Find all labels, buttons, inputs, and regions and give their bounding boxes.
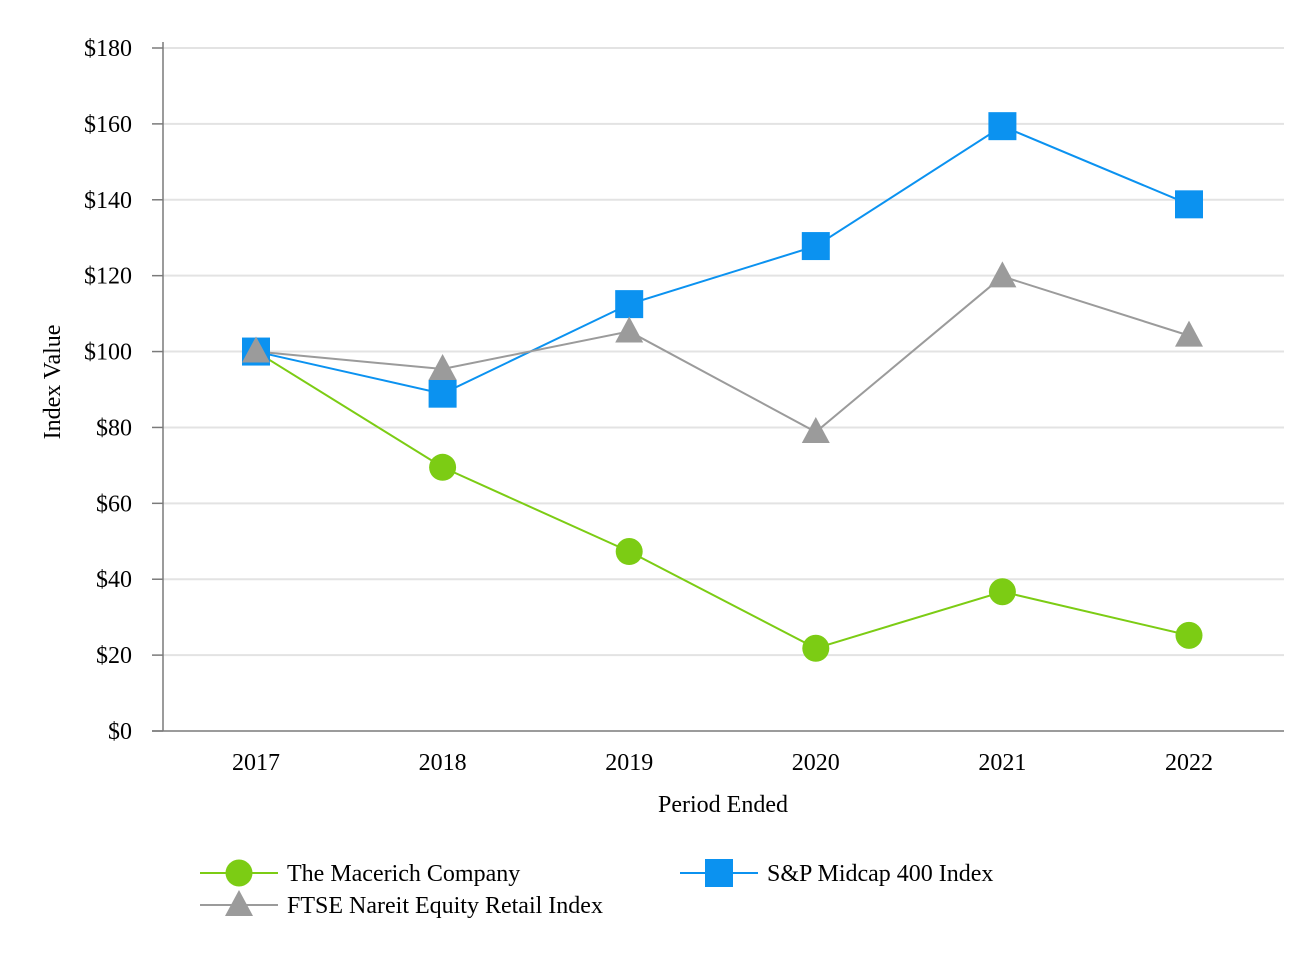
- y-tick-label: $140: [84, 188, 132, 214]
- legend-label: S&P Midcap 400 Index: [767, 861, 993, 887]
- legend-marker-triangle: [225, 890, 253, 916]
- data-point-square: [428, 379, 457, 408]
- series-lines: [255, 125, 1190, 650]
- gridlines: [163, 47, 1284, 657]
- y-tick-label: $160: [84, 112, 132, 138]
- data-point-circle: [988, 578, 1016, 606]
- y-tick-label: $180: [84, 36, 132, 62]
- series-markers: [242, 112, 1203, 662]
- data-point-triangle: [801, 416, 830, 443]
- x-tick-label: 2021: [978, 750, 1026, 776]
- data-point-circle: [615, 538, 643, 566]
- y-tick-label: $80: [96, 415, 132, 441]
- legend-marker-circle: [225, 859, 253, 887]
- data-point-circle: [429, 453, 457, 481]
- data-point-triangle: [428, 354, 457, 381]
- x-tick-label: 2020: [792, 750, 840, 776]
- y-tick-label: $120: [84, 264, 132, 290]
- legend: The Macerich Company S&P Midcap 400 Index…: [200, 859, 993, 919]
- data-point-square: [615, 290, 644, 319]
- series-line-triangle: [255, 275, 1190, 434]
- data-point-triangle: [988, 261, 1017, 288]
- data-point-square: [988, 112, 1017, 141]
- legend-label: FTSE Nareit Equity Retail Index: [287, 893, 603, 919]
- data-point-square: [801, 232, 830, 261]
- x-tick-labels: 2017 2018 2019 2020 2021 2022: [232, 750, 1213, 776]
- data-point-circle: [802, 634, 830, 662]
- legend-label: The Macerich Company: [287, 861, 520, 887]
- y-tick-label: $40: [96, 567, 132, 593]
- x-axis-title: Period Ended: [658, 792, 788, 818]
- y-tick-labels: $0 $20 $40 $60 $80 $100 $120 $140 $160 $180: [84, 36, 132, 745]
- y-axis-title: Index Value: [40, 325, 66, 440]
- x-tick-label: 2017: [232, 750, 280, 776]
- legend-item: S&P Midcap 400 Index: [680, 859, 993, 887]
- data-point-circle: [1175, 621, 1203, 649]
- y-tick-label: $60: [96, 491, 132, 517]
- data-point-square: [1175, 190, 1203, 219]
- x-tick-label: 2022: [1165, 750, 1213, 776]
- axes: [152, 42, 1284, 732]
- data-point-triangle: [615, 316, 644, 343]
- data-point-triangle: [242, 336, 270, 363]
- series-line-circle: [255, 350, 1190, 650]
- y-tick-label: $100: [84, 340, 132, 366]
- x-tick-label: 2018: [419, 750, 467, 776]
- y-tick-label: $20: [96, 643, 132, 669]
- legend-item: FTSE Nareit Equity Retail Index: [200, 890, 603, 919]
- y-tick-label: $0: [108, 719, 132, 745]
- series-line-square: [255, 125, 1190, 395]
- legend-item: The Macerich Company: [200, 859, 520, 887]
- x-tick-label: 2019: [605, 750, 653, 776]
- data-point-triangle: [1175, 320, 1203, 347]
- legend-marker-square: [705, 859, 733, 887]
